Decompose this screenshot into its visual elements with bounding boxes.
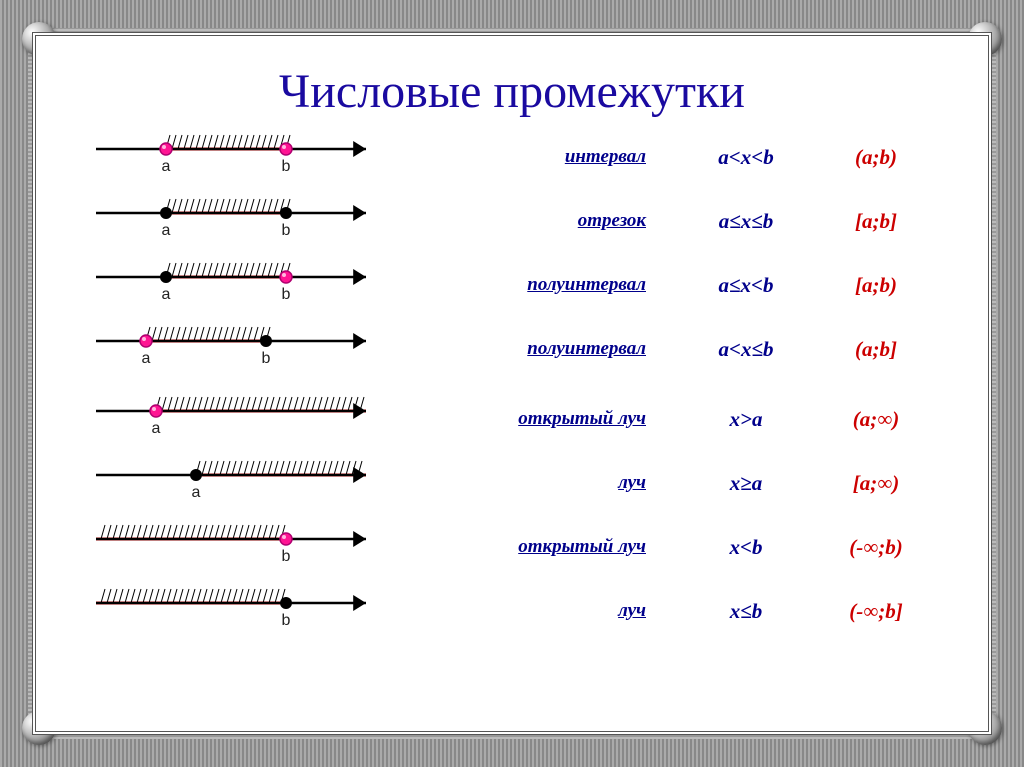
definition-row: лучx≥a[a;∞) bbox=[446, 457, 968, 509]
svg-text:b: b bbox=[282, 612, 291, 629]
interval-inequality: a≤x<b bbox=[676, 273, 816, 298]
diagram-row: a bbox=[86, 393, 446, 445]
interval-inequality: x<b bbox=[676, 535, 816, 560]
svg-text:a: a bbox=[162, 286, 171, 303]
interval-name: полуинтервал bbox=[446, 338, 676, 360]
definition-row: интервалa<x<b(a;b) bbox=[446, 131, 968, 183]
definition-row: лучx≤b(-∞;b] bbox=[446, 585, 968, 637]
definitions-column: интервалa<x<b(a;b) отрезокa≤x≤b[a;b] полуи… bbox=[446, 131, 968, 649]
number-line-diagram: ab bbox=[86, 321, 386, 373]
svg-text:a: a bbox=[152, 420, 161, 437]
interval-name: открытый луч bbox=[446, 408, 676, 430]
diagram-row: ab bbox=[86, 323, 446, 375]
definition-row: полуинтервалa≤x<b[a;b) bbox=[446, 259, 968, 311]
interval-notation: (-∞;b) bbox=[816, 535, 936, 560]
number-line-diagram: ab bbox=[86, 129, 386, 181]
interval-name: луч bbox=[446, 600, 676, 622]
definition-row: отрезокa≤x≤b[a;b] bbox=[446, 195, 968, 247]
diagram-row: a bbox=[86, 457, 446, 509]
interval-notation: [a;b] bbox=[816, 209, 936, 234]
svg-text:b: b bbox=[282, 286, 291, 303]
svg-text:a: a bbox=[142, 350, 151, 367]
interval-inequality: x>a bbox=[676, 407, 816, 432]
interval-name: интервал bbox=[446, 146, 676, 168]
interval-inequality: a≤x≤b bbox=[676, 209, 816, 234]
interval-inequality: a<x≤b bbox=[676, 337, 816, 362]
svg-text:b: b bbox=[262, 350, 271, 367]
interval-name: полуинтервал bbox=[446, 274, 676, 296]
svg-text:b: b bbox=[282, 158, 291, 175]
interval-inequality: x≥a bbox=[676, 471, 816, 496]
diagram-row: ab bbox=[86, 131, 446, 183]
interval-name: отрезок bbox=[446, 210, 676, 232]
interval-inequality: a<x<b bbox=[676, 145, 816, 170]
slide-frame: Числовые промежутки abab ab ab aa bb инт… bbox=[0, 0, 1024, 767]
page-title: Числовые промежутки bbox=[56, 64, 968, 119]
diagram-row: ab bbox=[86, 259, 446, 311]
number-line-diagram: a bbox=[86, 391, 386, 443]
number-line-diagram: b bbox=[86, 519, 386, 571]
interval-name: луч bbox=[446, 472, 676, 494]
number-line-diagram: ab bbox=[86, 193, 386, 245]
interval-notation: [a;b) bbox=[816, 273, 936, 298]
interval-notation: (-∞;b] bbox=[816, 599, 936, 624]
interval-inequality: x≤b bbox=[676, 599, 816, 624]
diagram-row: b bbox=[86, 521, 446, 573]
diagram-row: ab bbox=[86, 195, 446, 247]
number-line-diagram: b bbox=[86, 583, 386, 635]
svg-text:b: b bbox=[282, 548, 291, 565]
definition-row: открытый лучx>a(a;∞) bbox=[446, 393, 968, 445]
interval-notation: [a;∞) bbox=[816, 471, 936, 496]
interval-notation: (a;∞) bbox=[816, 407, 936, 432]
definition-row: полуинтервалa<x≤b(a;b] bbox=[446, 323, 968, 375]
interval-notation: (a;b] bbox=[816, 337, 936, 362]
definition-row: открытый лучx<b(-∞;b) bbox=[446, 521, 968, 573]
svg-text:b: b bbox=[282, 222, 291, 239]
interval-name: открытый луч bbox=[446, 536, 676, 558]
slide-content: Числовые промежутки abab ab ab aa bb инт… bbox=[32, 32, 992, 735]
diagrams-column: abab ab ab aa bb bbox=[56, 131, 446, 649]
svg-text:a: a bbox=[162, 158, 171, 175]
diagram-row: b bbox=[86, 585, 446, 637]
number-line-diagram: ab bbox=[86, 257, 386, 309]
number-line-diagram: a bbox=[86, 455, 386, 507]
svg-text:a: a bbox=[162, 222, 171, 239]
svg-text:a: a bbox=[192, 484, 201, 501]
interval-notation: (a;b) bbox=[816, 145, 936, 170]
